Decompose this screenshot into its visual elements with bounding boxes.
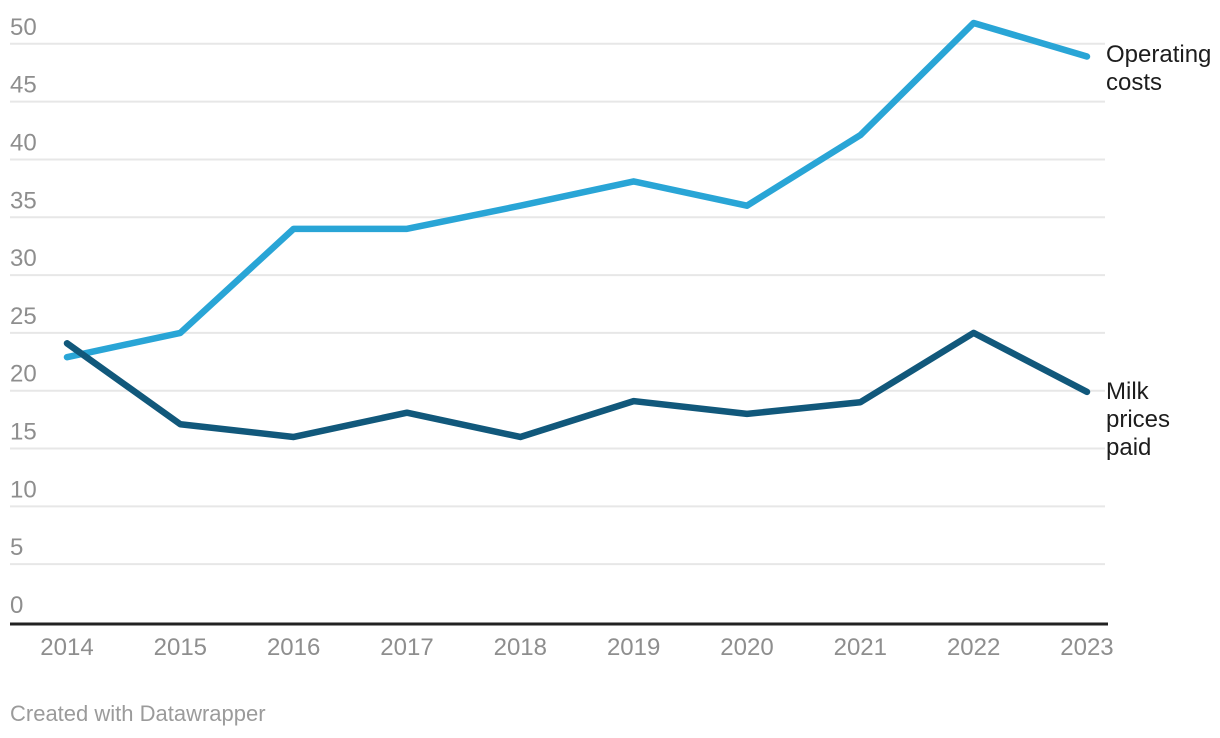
y-axis-tick-label: 0 bbox=[10, 592, 23, 619]
x-axis-tick-label: 2023 bbox=[1060, 634, 1113, 661]
y-axis-tick-label: 25 bbox=[10, 303, 37, 330]
series-label-operating-costs: Operating costs bbox=[1106, 41, 1212, 96]
y-axis-tick-label: 35 bbox=[10, 187, 37, 214]
y-axis-tick-label: 40 bbox=[10, 129, 37, 156]
y-axis-tick-label: 30 bbox=[10, 245, 37, 272]
y-axis-tick-label: 50 bbox=[10, 14, 37, 41]
y-axis-tick-label: 5 bbox=[10, 534, 23, 561]
x-axis-tick-label: 2014 bbox=[40, 634, 93, 661]
x-axis-tick-label: 2016 bbox=[267, 634, 320, 661]
x-axis-tick-label: 2015 bbox=[154, 634, 207, 661]
y-axis-tick-label: 20 bbox=[10, 361, 37, 388]
attribution-text: Created with Datawrapper bbox=[10, 701, 266, 726]
x-axis-tick-label: 2022 bbox=[947, 634, 1000, 661]
series-label-milk-prices-paid: Milk prices paid bbox=[1106, 378, 1171, 461]
x-axis-tick-label: 2018 bbox=[494, 634, 547, 661]
x-axis-tick-label: 2017 bbox=[380, 634, 433, 661]
y-axis-tick-label: 15 bbox=[10, 419, 37, 446]
y-axis-tick-label: 45 bbox=[10, 72, 37, 99]
y-axis-tick-label: 10 bbox=[10, 476, 37, 503]
x-axis-tick-label: 2021 bbox=[834, 634, 887, 661]
x-axis-tick-label: 2020 bbox=[720, 634, 773, 661]
x-axis-tick-label: 2019 bbox=[607, 634, 660, 661]
series-line-milk-prices-paid bbox=[63, 329, 1091, 441]
series-line-operating-costs bbox=[63, 19, 1091, 361]
